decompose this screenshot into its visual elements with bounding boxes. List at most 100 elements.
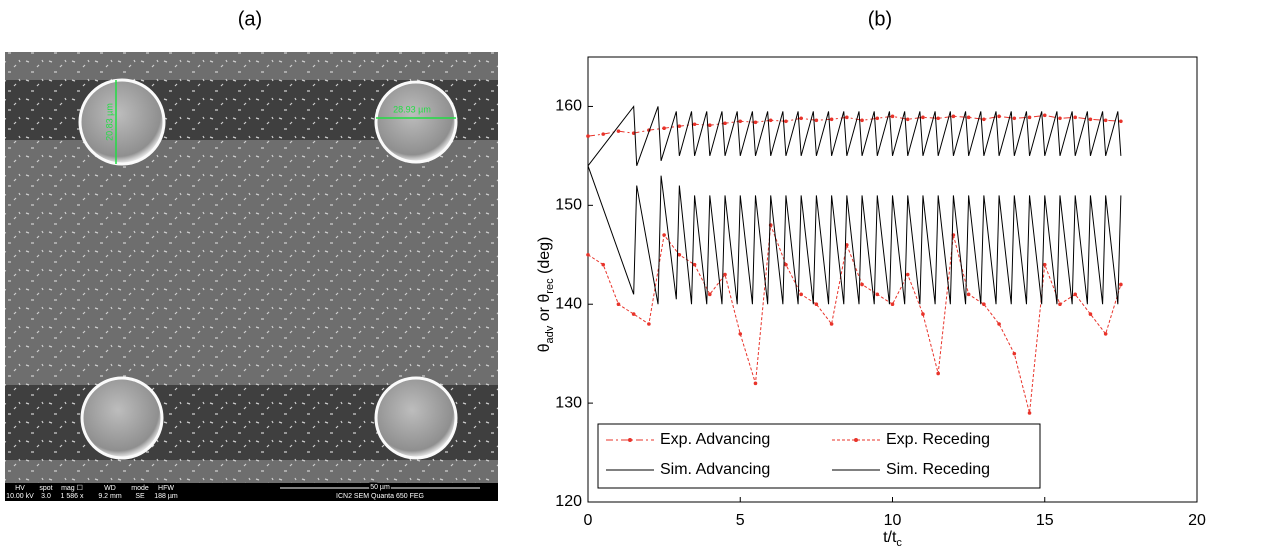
data-point	[860, 118, 864, 123]
info-header: mode	[131, 485, 149, 492]
sem-image: 20.83 µm 28.93 µm	[5, 52, 498, 501]
data-point	[616, 302, 621, 307]
measure-label: 20.83 µm	[104, 103, 114, 141]
data-point	[890, 302, 895, 307]
data-point	[1103, 118, 1108, 123]
data-point	[921, 115, 925, 120]
legend-label: Exp. Advancing	[660, 431, 770, 448]
x-axis-label: t/tc	[883, 529, 902, 549]
legend-box	[597, 423, 1041, 489]
data-point	[631, 312, 636, 316]
data-point	[905, 117, 910, 122]
data-point	[601, 262, 606, 267]
data-point	[814, 118, 819, 123]
label-subscript: adv	[544, 325, 556, 343]
info-value: 1 586 x	[61, 493, 84, 500]
panel-label: (a)	[238, 8, 262, 30]
series-line	[587, 165, 1122, 305]
data-point	[601, 132, 606, 136]
x-tick-label: 20	[1188, 512, 1206, 529]
data-point	[799, 292, 803, 297]
info-value: 188 µm	[154, 493, 178, 500]
data-point	[723, 272, 727, 277]
data-point	[647, 322, 651, 326]
scale-bar-label: 50 µm	[370, 484, 390, 491]
data-point	[677, 124, 682, 129]
data-point	[1119, 282, 1123, 287]
info-header: spot	[39, 485, 52, 492]
x-tick-label: 15	[1036, 512, 1054, 529]
data-point	[845, 115, 849, 120]
series-line	[587, 224, 1122, 414]
data-point	[1103, 332, 1108, 336]
data-point	[1012, 116, 1017, 121]
data-point	[799, 116, 803, 121]
info-header: HV	[15, 485, 25, 492]
x-tick-label: 5	[736, 512, 745, 529]
y-tick-label: 130	[555, 394, 582, 411]
data-point	[936, 116, 940, 121]
data-point	[921, 312, 925, 316]
data-point	[692, 122, 697, 127]
data-point	[708, 123, 712, 128]
data-point	[966, 292, 971, 297]
data-point	[829, 117, 834, 122]
data-point	[738, 119, 743, 124]
data-point	[997, 322, 1001, 326]
data-point	[662, 126, 666, 130]
y-tick-label: 150	[555, 197, 582, 214]
data-point	[677, 252, 682, 257]
data-point	[753, 381, 758, 386]
data-point	[1027, 411, 1032, 415]
info-value: SE	[135, 493, 145, 500]
data-point	[1088, 312, 1093, 316]
label-subscript: c	[896, 537, 902, 549]
label-part: θ	[536, 343, 553, 352]
info-header: mag ☐	[61, 484, 83, 492]
legend-marker	[854, 438, 858, 442]
data-point	[708, 292, 712, 297]
data-point	[586, 134, 590, 138]
data-point	[982, 302, 986, 307]
data-point	[1058, 116, 1062, 121]
data-point	[784, 119, 788, 124]
series-line	[587, 114, 1121, 137]
data-point	[982, 117, 986, 122]
legend-marker	[628, 438, 632, 442]
data-point	[1058, 302, 1062, 307]
y-axis-label: θadv or θrec (deg)	[536, 237, 556, 353]
data-point	[723, 121, 727, 126]
data-point	[784, 262, 788, 267]
series-line	[587, 105, 1122, 167]
data-point	[829, 322, 834, 326]
data-point	[997, 114, 1001, 119]
legend-label: Sim. Advancing	[660, 461, 770, 478]
data-point	[1088, 117, 1093, 122]
data-point	[692, 262, 697, 267]
chart: 0 5 10 15 20 120 130 140 150 160 t/tc θadv or θrec …	[536, 56, 1206, 549]
data-point	[1042, 262, 1047, 267]
data-point	[875, 116, 880, 121]
instrument: ICN2 SEM Quanta 650 FEG	[336, 493, 424, 500]
legend-label: Sim. Receding	[886, 461, 990, 478]
data-point	[1119, 119, 1123, 124]
label-part: t/t	[883, 529, 897, 546]
data-point	[1073, 292, 1077, 297]
y-tick-label: 120	[555, 493, 582, 510]
data-point	[1027, 115, 1032, 120]
data-point	[905, 272, 910, 277]
data-point	[936, 371, 940, 376]
y-tick-label: 160	[555, 98, 582, 115]
data-point	[1012, 351, 1017, 356]
data-point	[616, 129, 621, 133]
data-point	[1073, 115, 1077, 120]
data-point	[890, 114, 895, 119]
x-tick-label: 10	[884, 512, 902, 529]
label-part: (deg)	[536, 237, 553, 279]
info-header: WD	[104, 485, 116, 492]
data-point	[662, 233, 666, 237]
data-point	[738, 332, 743, 336]
info-value: 10.00 kV	[6, 493, 34, 500]
